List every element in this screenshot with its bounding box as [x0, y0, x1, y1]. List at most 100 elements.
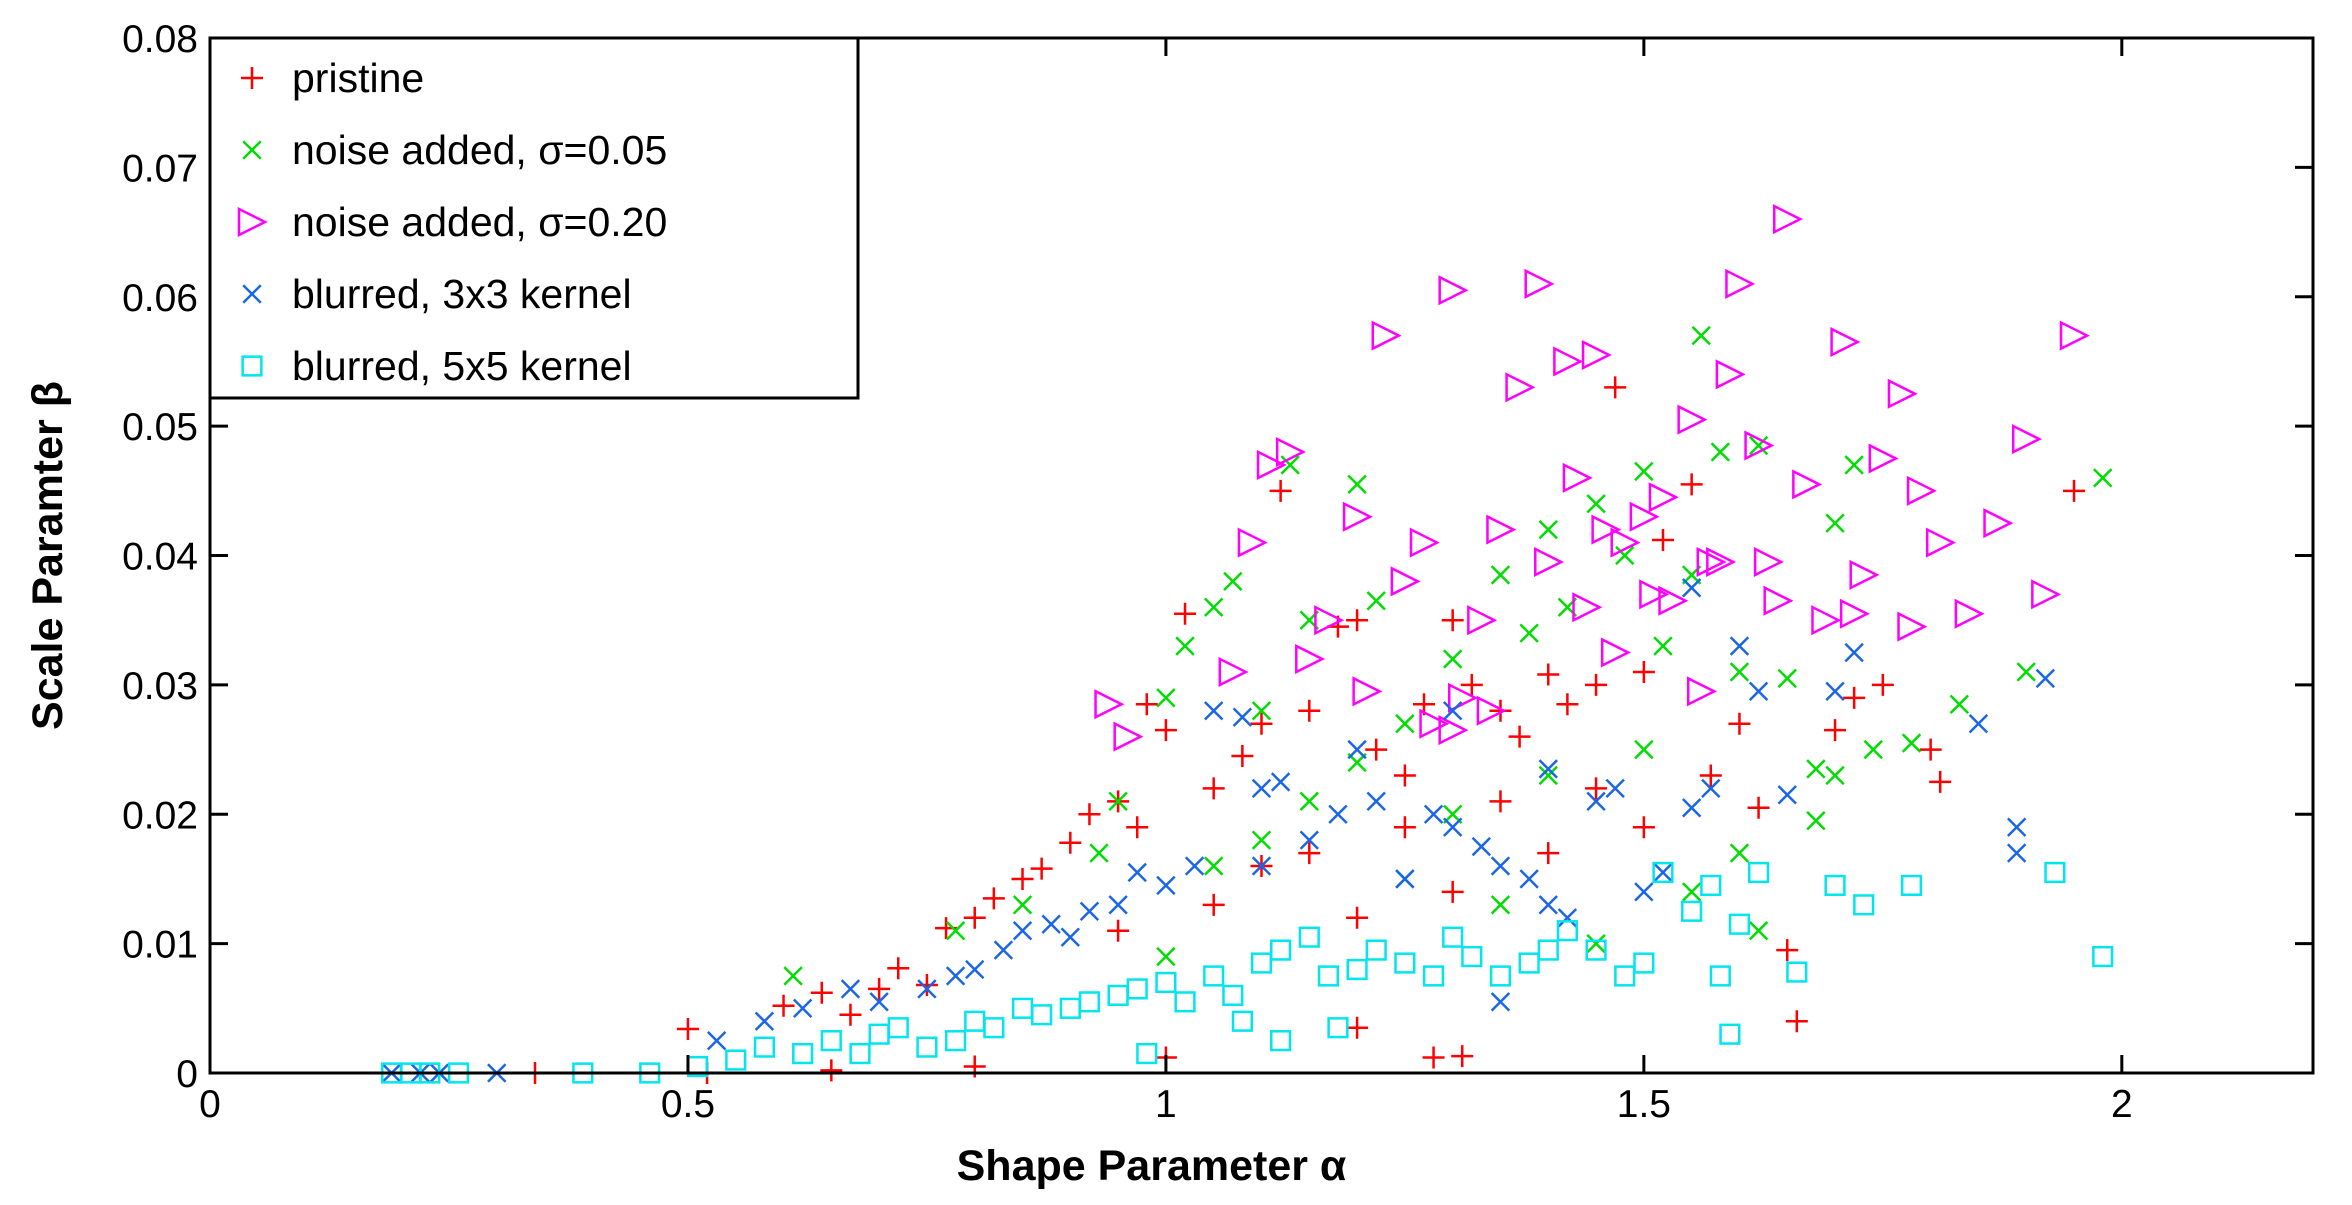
data-point: [1202, 893, 1225, 916]
data-point: [1729, 636, 1750, 656]
data-point: [1490, 992, 1511, 1012]
data-point: [1011, 997, 1034, 1019]
data-point: [1658, 585, 1689, 616]
data-point: [1763, 585, 1794, 616]
data-point: [2063, 479, 2086, 502]
data-point: [887, 1017, 909, 1039]
data-point: [1825, 681, 1845, 702]
data-point: [1409, 527, 1440, 558]
data-point: [2035, 668, 2056, 689]
data-point: [1438, 275, 1469, 306]
data-point: [1648, 482, 1679, 513]
data-point: [1773, 204, 1804, 235]
data-point: [237, 206, 268, 238]
data-point: [945, 921, 966, 941]
data-point: [1126, 978, 1148, 1000]
data-point: [1489, 965, 1512, 987]
data-point: [1442, 649, 1463, 669]
data-point: [1653, 862, 1673, 883]
data-point: [1863, 739, 1883, 760]
data-point: [1824, 719, 1847, 742]
data-point: [1366, 591, 1386, 611]
ticks-layer: 0 0.5 1 1.5 2 0 0.01 0.02 0.03 0.04 0.05 0.06 0.07 0.…: [122, 18, 2313, 1126]
data-point: [1537, 663, 1560, 686]
data-point: [1156, 946, 1176, 967]
data-point: [1954, 598, 1985, 629]
y-tick-label: 0.07: [122, 147, 198, 190]
data-point: [1490, 895, 1511, 915]
data-point: [1508, 725, 1531, 748]
data-point: [983, 1017, 1005, 1039]
data-point: [1270, 939, 1292, 961]
data-point: [1365, 939, 1387, 961]
data-point: [1919, 738, 1942, 761]
data-point: [1556, 693, 1579, 716]
data-point: [1280, 455, 1300, 475]
data-point: [1538, 519, 1558, 540]
data-point: [792, 998, 813, 1018]
data-point: [1585, 939, 1607, 961]
data-point: [1251, 830, 1272, 850]
data-point: [1012, 921, 1033, 941]
data-point: [1519, 869, 1539, 889]
data-point: [1155, 971, 1177, 994]
data-point: [1204, 701, 1224, 721]
y-tick-label: 0.08: [122, 18, 198, 61]
data-point: [2059, 320, 2090, 351]
data-point: [2093, 468, 2113, 488]
data-point: [1581, 339, 1612, 370]
data-point: [1715, 359, 1746, 390]
data-point: [1747, 796, 1770, 819]
y-tick-label: 0.01: [122, 924, 198, 967]
data-point: [1471, 836, 1492, 857]
data-point: [242, 284, 262, 304]
x-tick-label: 0: [199, 1083, 221, 1126]
legend-entry-label: noise added, σ=0.20: [292, 199, 667, 245]
legend-entry-label: blurred, 3x3 kernel: [292, 271, 632, 317]
data-point: [792, 1042, 814, 1065]
data-point: [1639, 579, 1670, 610]
data-point: [1490, 565, 1511, 585]
legend-entry-label: noise added, σ=0.05: [292, 127, 667, 173]
data-point: [1012, 895, 1033, 915]
data-point: [1461, 945, 1483, 968]
data-point: [1204, 597, 1224, 617]
data-point: [1441, 609, 1464, 632]
data-point: [1156, 688, 1176, 708]
data-point: [1419, 708, 1450, 739]
data-point: [1154, 719, 1177, 742]
data-point: [1298, 842, 1321, 865]
data-point: [820, 1059, 843, 1082]
data-point: [1175, 636, 1195, 656]
data-point: [1849, 559, 1880, 590]
y-axis-label: Scale Paramter β: [24, 381, 72, 730]
y-tick-label: 0: [176, 1053, 198, 1096]
data-point: [1785, 1010, 1808, 1033]
data-point: [869, 992, 889, 1012]
data-point: [1299, 830, 1319, 850]
data-point: [1696, 546, 1727, 577]
data-point: [1250, 712, 1273, 735]
data-point: [1556, 920, 1578, 942]
data-point: [964, 1010, 986, 1032]
data-point: [1585, 673, 1608, 696]
data-point: [1538, 759, 1558, 779]
data-point: [1681, 882, 1702, 902]
data-point: [1346, 958, 1368, 981]
data-point: [915, 974, 938, 997]
data-point: [1900, 874, 1923, 897]
data-point: [1562, 462, 1593, 493]
data-point: [1422, 1046, 1445, 1069]
data-point: [1089, 843, 1109, 863]
data-point: [1489, 699, 1512, 722]
y-tick-label: 0.05: [122, 406, 198, 449]
data-point: [1041, 914, 1061, 934]
data-point: [1610, 527, 1641, 558]
data-point: [1868, 443, 1899, 474]
data-point: [917, 979, 937, 999]
data-point: [1222, 984, 1244, 1006]
data-point: [887, 957, 910, 980]
data-point: [1393, 816, 1416, 839]
data-point: [1949, 694, 1969, 714]
data-point: [1231, 1010, 1253, 1032]
